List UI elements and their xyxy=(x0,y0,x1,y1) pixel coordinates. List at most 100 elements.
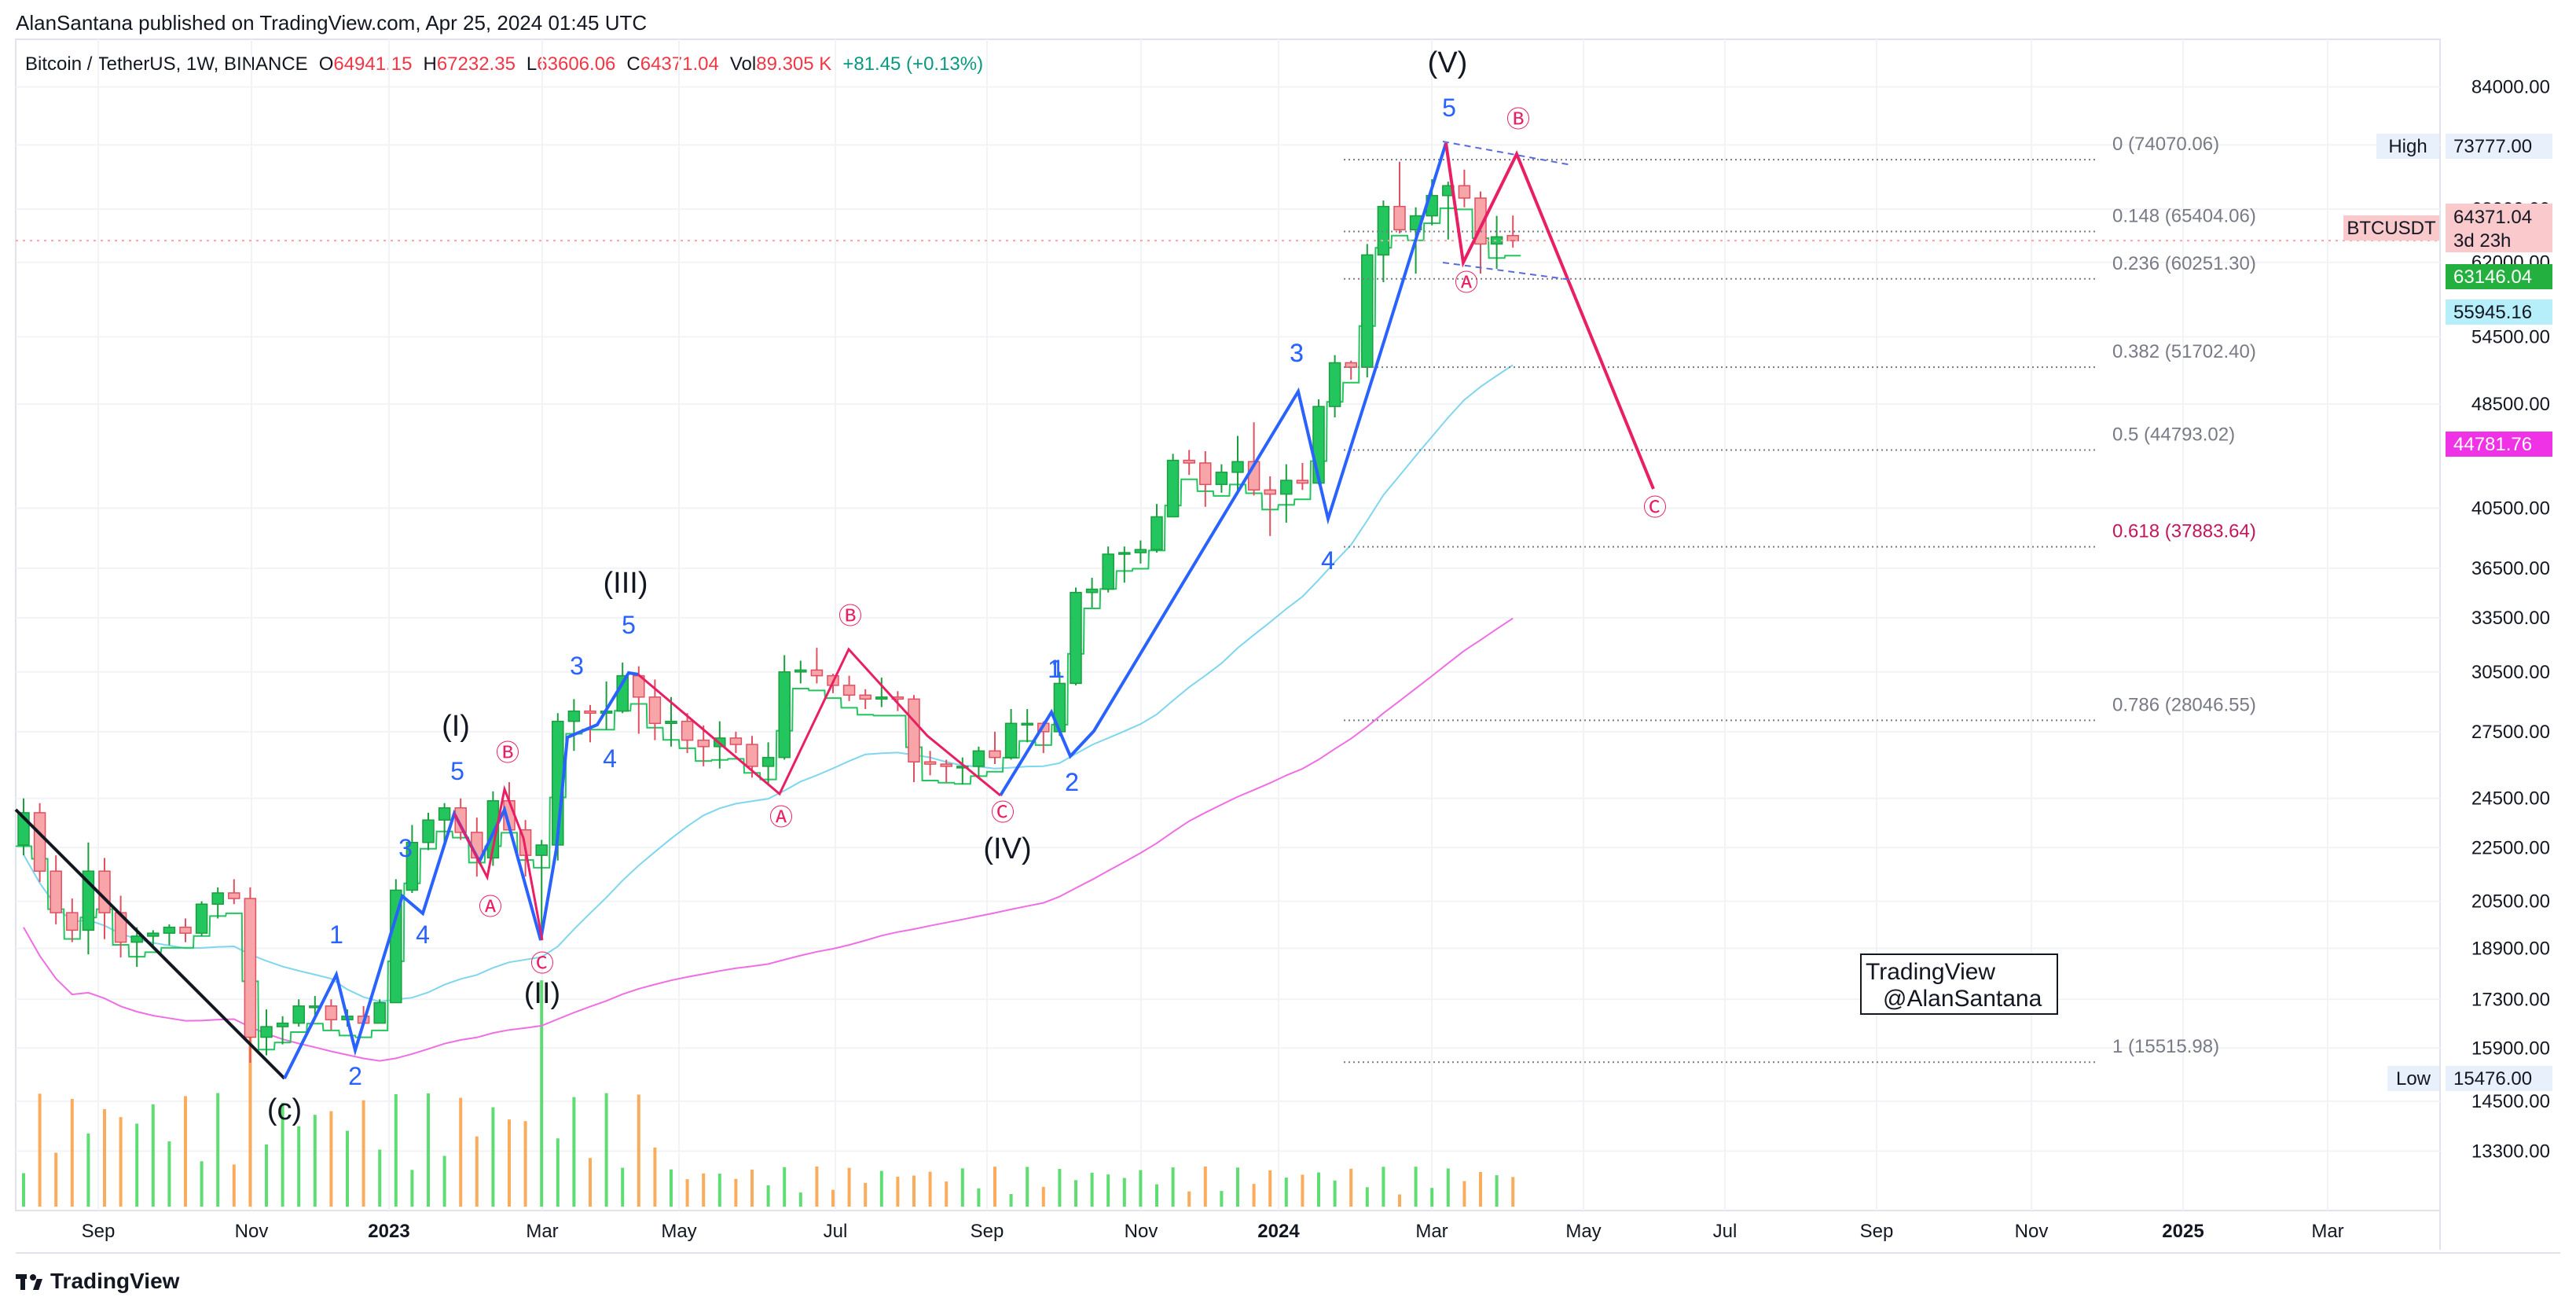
volume-bar xyxy=(1139,1170,1143,1207)
volume-bar xyxy=(1414,1167,1418,1207)
minor-wave-label: 1 xyxy=(1048,655,1062,683)
time-tick-label: Jul xyxy=(1713,1221,1738,1242)
minor-wave-label: 4 xyxy=(603,744,617,773)
candle-body xyxy=(940,763,952,767)
price-tick-label: 14500.00 xyxy=(2471,1091,2550,1112)
volume-bar xyxy=(1446,1168,1450,1207)
price-tick-label: 24500.00 xyxy=(2471,788,2550,810)
volume-bar xyxy=(815,1167,819,1207)
volume-bar xyxy=(1090,1172,1094,1207)
candle-body xyxy=(778,671,791,759)
candle-body xyxy=(33,812,46,872)
volume-bar xyxy=(556,1138,560,1207)
minor-wave-label: 1 xyxy=(329,920,343,949)
price-tag xyxy=(2446,134,2552,159)
watermark-line-1: TradingView xyxy=(1866,959,1995,985)
low-value: 63606.06 xyxy=(537,53,616,75)
fib-level-label: 0.148 (65404.06) xyxy=(2112,205,2256,226)
candle-body xyxy=(1393,205,1406,231)
volume-bar xyxy=(70,1099,74,1207)
volume-bar xyxy=(523,1121,527,1207)
major-wave-label: (c) xyxy=(267,1093,302,1126)
volume-bar xyxy=(879,1170,883,1207)
volume-bar xyxy=(1333,1180,1337,1207)
volume-bar xyxy=(1284,1178,1288,1207)
volume-bar xyxy=(378,1149,382,1207)
minor-wave-label: 3 xyxy=(398,834,413,862)
candle-body xyxy=(438,807,451,821)
candle-body xyxy=(373,1001,386,1024)
volume-bar xyxy=(232,1164,236,1207)
candle-body xyxy=(325,1005,338,1020)
volume-bar xyxy=(22,1173,25,1207)
time-tick-label: May xyxy=(1565,1221,1601,1242)
candle-body xyxy=(681,720,694,741)
time-tick-label: 2024 xyxy=(1257,1221,1300,1242)
volume-bar xyxy=(1171,1167,1175,1207)
price-tag xyxy=(2446,299,2552,325)
red-correction-2 xyxy=(637,647,1001,797)
candle-body xyxy=(1458,185,1471,199)
symbol-title: Bitcoin / TetherUS, 1W, BINANCE xyxy=(25,53,308,75)
volume-bar xyxy=(1236,1167,1239,1207)
price-tag-value: 55945.16 xyxy=(2453,302,2532,323)
candle-body xyxy=(1345,362,1357,368)
price-tag-value: 44781.76 xyxy=(2453,434,2532,455)
price-tick-label: 15900.00 xyxy=(2471,1038,2550,1059)
minor-wave-label: 1 xyxy=(1051,655,1065,683)
volume-bar xyxy=(1155,1184,1158,1207)
volume-bar xyxy=(1106,1174,1110,1207)
time-tick-label: Sep xyxy=(971,1221,1004,1242)
volume-bar xyxy=(750,1169,754,1207)
volume-bar xyxy=(798,1192,802,1207)
publisher-line: AlanSantana published on TradingView.com… xyxy=(16,11,648,35)
candle-body xyxy=(1183,459,1195,464)
minor-wave-label: 5 xyxy=(450,757,464,785)
volume-bar xyxy=(1220,1191,1224,1207)
corrective-wave-label: Ⓑ xyxy=(838,603,862,630)
price-tick-label: 18900.00 xyxy=(2471,938,2550,959)
candle-body xyxy=(50,870,62,913)
volume-bar xyxy=(184,1096,187,1207)
time-tick-label: 2023 xyxy=(368,1221,409,1242)
high-value: 67232.35 xyxy=(436,53,516,75)
volume-bar xyxy=(1430,1188,1434,1207)
red-correction-3 xyxy=(1444,142,1655,490)
volume-bar xyxy=(766,1185,770,1207)
candle-body xyxy=(746,744,758,767)
candle-body xyxy=(260,1026,273,1038)
volume-bar xyxy=(1268,1170,1272,1207)
candle-body xyxy=(1215,472,1228,486)
candle-body xyxy=(1166,459,1180,518)
volume-bar xyxy=(1074,1180,1077,1207)
price-tag-label-bg xyxy=(2376,134,2439,159)
volume-bar xyxy=(847,1167,851,1207)
candle-body xyxy=(1361,254,1374,368)
open-value: 64941.15 xyxy=(333,53,413,75)
price-tick-label: 30500.00 xyxy=(2471,662,2550,683)
volume-bar xyxy=(1301,1174,1305,1207)
price-tick-label: 20500.00 xyxy=(2471,891,2550,913)
candle-body xyxy=(228,892,240,899)
volume-bar xyxy=(1479,1171,1482,1207)
volume-bar xyxy=(1026,1167,1029,1207)
minor-wave-label: 3 xyxy=(1290,339,1304,367)
candle-body xyxy=(244,898,257,1038)
major-wave-label: (IV) xyxy=(983,832,1031,865)
candle-body xyxy=(859,694,872,700)
candle-body xyxy=(648,696,662,725)
corrective-wave-label: Ⓒ xyxy=(530,950,554,978)
minor-wave-label: 2 xyxy=(348,1062,362,1090)
candle-body xyxy=(1021,722,1033,726)
volume-bar xyxy=(442,1156,446,1207)
time-tick-label: Mar xyxy=(1415,1221,1448,1242)
volume-bar xyxy=(1009,1194,1013,1207)
time-tick-label: Nov xyxy=(235,1221,269,1242)
volume-bar xyxy=(1041,1186,1045,1207)
footer-brand: TradingView xyxy=(50,1269,180,1293)
volume-bar xyxy=(637,1094,640,1207)
candle-body xyxy=(1134,549,1147,553)
candle-body xyxy=(761,756,775,767)
minor-wave-label: 5 xyxy=(1442,94,1456,122)
